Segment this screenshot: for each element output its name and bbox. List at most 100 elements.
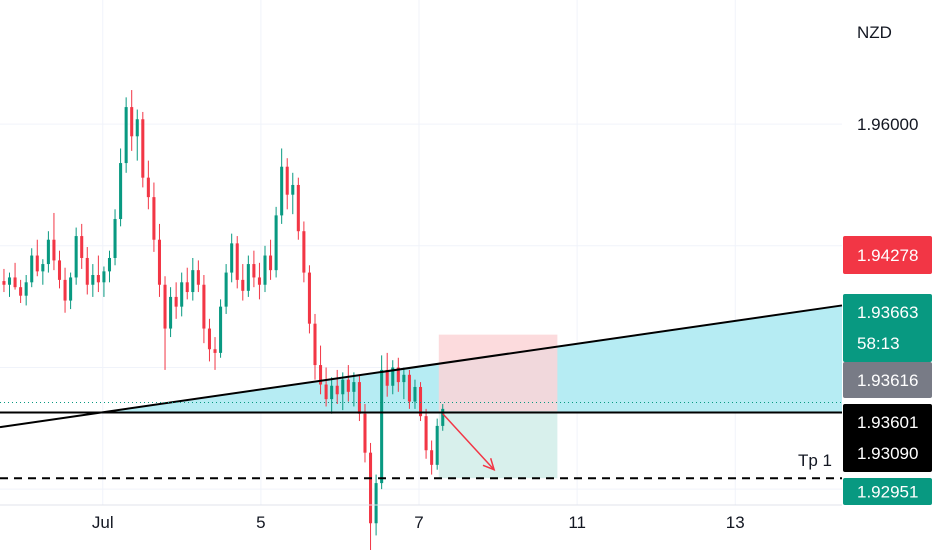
candle-body: [30, 255, 34, 283]
candle-body: [424, 416, 428, 451]
candle-body: [363, 413, 367, 453]
candle-body: [24, 282, 28, 296]
candle-body: [91, 275, 95, 285]
candle-body: [124, 107, 128, 164]
candle-body: [224, 272, 228, 307]
price-badge-value: 1.93616: [857, 371, 918, 390]
candle-body: [269, 255, 273, 271]
price-badge: [843, 294, 932, 362]
price-badge-value: 1.93090: [857, 444, 918, 463]
candle-body: [369, 452, 373, 524]
candle-body: [380, 369, 384, 484]
candle-body: [19, 287, 23, 296]
candle-body: [280, 166, 284, 216]
candle-body: [13, 277, 17, 288]
projection-arrow: [442, 413, 495, 471]
candle-body: [202, 284, 206, 329]
arrow-head: [482, 458, 496, 471]
candle-body: [63, 279, 67, 301]
candle-body: [246, 264, 250, 291]
candle-body: [219, 306, 223, 353]
candle-body: [302, 231, 306, 273]
candle-body: [191, 270, 195, 293]
candle-body: [113, 219, 117, 258]
candle-body: [157, 239, 162, 285]
candle-body: [207, 328, 211, 350]
price-badge-value: 1.93601: [857, 413, 918, 432]
candle-body: [80, 236, 84, 258]
candle-body: [346, 379, 350, 392]
candle-body: [241, 279, 245, 291]
candle-body: [319, 365, 323, 385]
candle-body: [441, 408, 445, 426]
candle-body: [296, 184, 300, 232]
candle-body: [285, 166, 289, 195]
drawn-lines: Tp 1: [0, 304, 843, 480]
chart-grid: [0, 0, 842, 505]
y-tick-label: 1.96000: [857, 115, 918, 134]
x-tick-label: 11: [568, 513, 586, 532]
take-profit-zone: [438, 411, 558, 479]
x-tick-label: 13: [726, 513, 745, 532]
candle-body: [407, 374, 411, 402]
candle-body: [391, 367, 395, 386]
candle-body: [330, 385, 334, 400]
candle-body: [324, 384, 328, 400]
candles-layer: [2, 90, 445, 550]
candle-body: [174, 296, 178, 307]
upper-trendline: [0, 304, 843, 429]
price-badge: [843, 434, 932, 472]
candle-body: [430, 450, 434, 465]
trade-zones: [101, 305, 843, 479]
x-axis: Jul 5 7 11 13: [0, 504, 842, 532]
candle-body: [413, 386, 417, 402]
price-badges: 1.94278 1.93663 58:13 1.93616 1.93601 1.93090…: [843, 236, 932, 505]
tp1-label: Tp 1: [798, 451, 832, 470]
candle-body: [235, 243, 239, 280]
candle-body: [230, 243, 234, 273]
candle-body: [313, 323, 317, 366]
stop-loss-zone: [438, 334, 558, 412]
candle-body: [341, 379, 345, 395]
candle-body: [2, 281, 6, 285]
candle-body: [213, 349, 217, 353]
candle-body: [435, 425, 439, 465]
candle-body: [85, 257, 89, 285]
candle-body: [185, 282, 189, 293]
candle-body: [130, 107, 134, 137]
candle-body: [263, 255, 267, 285]
price-badge: [843, 404, 932, 440]
candle-body: [74, 236, 78, 278]
candle-body: [418, 386, 423, 417]
candle-body: [107, 257, 112, 272]
candle-body: [335, 385, 339, 395]
candle-body: [102, 271, 106, 283]
candle-body: [96, 275, 100, 283]
x-tick-label: Jul: [92, 513, 114, 532]
candle-body: [291, 184, 295, 195]
candle-body: [69, 277, 73, 301]
candle-body: [180, 282, 184, 307]
candle-body: [169, 296, 173, 329]
price-badge-value: 1.92951: [857, 483, 918, 502]
candle-body: [374, 483, 378, 524]
candle-body: [196, 270, 200, 285]
candle-body: [385, 369, 389, 386]
candle-body: [141, 119, 145, 178]
candle-body: [146, 177, 150, 198]
candle-body: [402, 374, 406, 383]
candle-body: [52, 239, 56, 261]
candle-body: [257, 277, 261, 285]
candle-body: [119, 163, 123, 220]
candle-body: [352, 382, 356, 392]
candle-body: [41, 264, 45, 272]
price-badge: [843, 362, 932, 398]
candle-body: [307, 272, 311, 324]
price-badge-countdown: 58:13: [857, 334, 900, 353]
candle-body: [57, 260, 62, 280]
candle-body: [357, 382, 361, 414]
price-badge: [843, 236, 932, 274]
candle-body: [7, 277, 12, 285]
candle-body: [396, 367, 400, 383]
